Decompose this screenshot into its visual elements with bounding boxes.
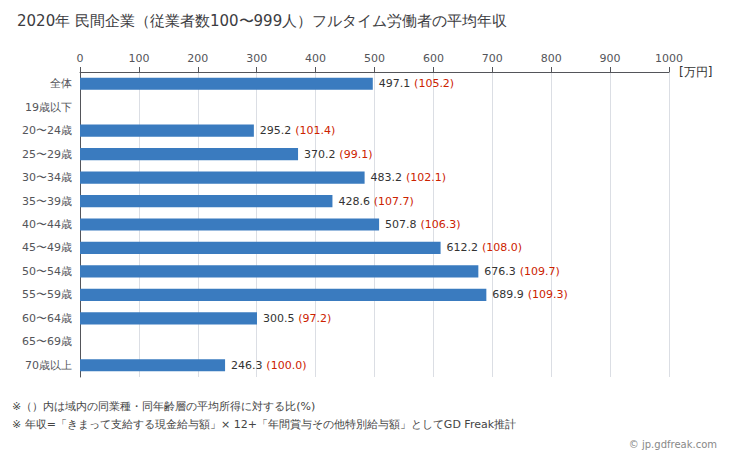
svg-text:246.3: 246.3	[231, 359, 262, 372]
svg-text:(102.1): (102.1)	[406, 171, 446, 184]
svg-text:497.1: 497.1	[379, 77, 411, 90]
svg-text:(106.3): (106.3)	[420, 218, 460, 231]
svg-text:(109.7): (109.7)	[520, 265, 560, 278]
svg-text:(99.1): (99.1)	[339, 148, 372, 161]
svg-text:(108.0): (108.0)	[482, 241, 522, 254]
svg-text:800: 800	[541, 52, 562, 65]
svg-text:50〜54歳: 50〜54歳	[22, 265, 72, 278]
svg-text:45〜49歳: 45〜49歳	[22, 241, 72, 254]
svg-text:※ 年収=「きまって支給する現金給与額」× 12+「年間賞与: ※ 年収=「きまって支給する現金給与額」× 12+「年間賞与その他特別給与額」と…	[12, 418, 516, 431]
svg-text:[万円]: [万円]	[679, 65, 712, 79]
svg-text:295.2: 295.2	[260, 124, 292, 137]
svg-text:© jp.gdfreak.com: © jp.gdfreak.com	[629, 439, 717, 450]
svg-text:全体: 全体	[50, 77, 72, 90]
svg-text:676.3: 676.3	[484, 265, 516, 278]
svg-text:612.2: 612.2	[447, 241, 479, 254]
svg-text:25〜29歳: 25〜29歳	[22, 148, 72, 161]
svg-text:400: 400	[305, 52, 326, 65]
svg-text:900: 900	[600, 52, 621, 65]
svg-text:20〜24歳: 20〜24歳	[22, 124, 72, 137]
svg-text:(107.7): (107.7)	[374, 195, 414, 208]
svg-text:60〜64歳: 60〜64歳	[22, 312, 72, 325]
svg-text:70歳以上: 70歳以上	[25, 359, 72, 372]
svg-text:1000: 1000	[655, 52, 683, 65]
svg-text:500: 500	[364, 52, 385, 65]
svg-text:40〜44歳: 40〜44歳	[22, 218, 72, 231]
svg-text:65〜69歳: 65〜69歳	[22, 335, 72, 348]
svg-text:507.8: 507.8	[385, 218, 417, 231]
svg-text:※（）内は域内の同業種・同年齢層の平均所得に対する比(%): ※（）内は域内の同業種・同年齢層の平均所得に対する比(%)	[12, 400, 315, 413]
svg-text:(105.2): (105.2)	[414, 77, 454, 90]
svg-text:600: 600	[423, 52, 444, 65]
svg-text:(97.2): (97.2)	[298, 312, 331, 325]
svg-text:300: 300	[246, 52, 267, 65]
svg-text:2020年 民間企業（従業者数100〜999人）フルタイム労: 2020年 民間企業（従業者数100〜999人）フルタイム労働者の平均年収	[17, 12, 507, 30]
svg-text:30〜34歳: 30〜34歳	[22, 171, 72, 184]
svg-text:700: 700	[482, 52, 503, 65]
svg-text:100: 100	[128, 52, 149, 65]
svg-text:689.9: 689.9	[492, 288, 523, 301]
svg-text:428.6: 428.6	[338, 195, 370, 208]
svg-text:35〜39歳: 35〜39歳	[22, 195, 72, 208]
svg-text:200: 200	[187, 52, 208, 65]
svg-text:300.5: 300.5	[263, 312, 295, 325]
svg-text:19歳以下: 19歳以下	[25, 101, 72, 114]
svg-text:(109.3): (109.3)	[528, 288, 568, 301]
svg-text:(100.0): (100.0)	[266, 359, 306, 372]
svg-text:0: 0	[77, 52, 84, 65]
svg-text:370.2: 370.2	[304, 148, 336, 161]
svg-text:55〜59歳: 55〜59歳	[22, 288, 72, 301]
svg-text:483.2: 483.2	[371, 171, 403, 184]
svg-text:(101.4): (101.4)	[295, 124, 335, 137]
